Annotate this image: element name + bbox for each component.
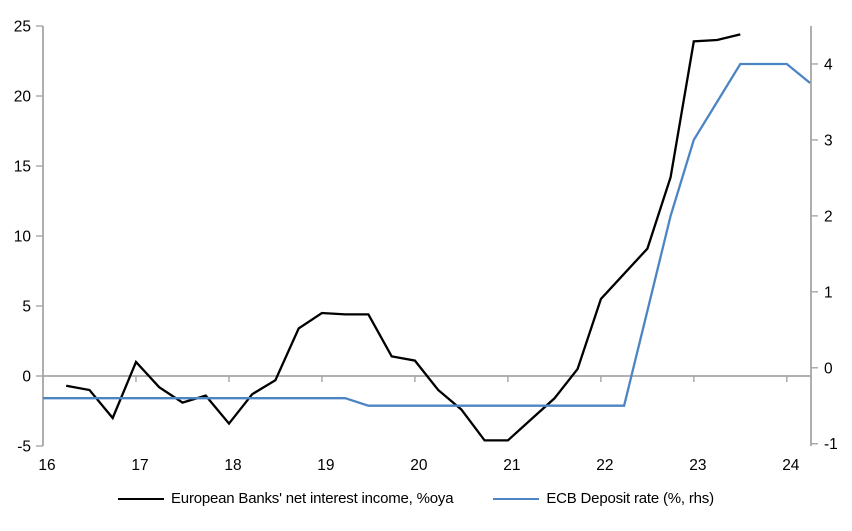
series-line-net-interest-income xyxy=(65,33,741,442)
left-tick-label: 15 xyxy=(14,159,31,176)
x-tick-label: 22 xyxy=(596,457,613,474)
x-tick-label: 23 xyxy=(689,457,706,474)
left-axis: 25 20 15 10 5 0 -5 xyxy=(14,19,44,456)
right-tick-label: 2 xyxy=(824,208,833,225)
left-tick-label: -5 xyxy=(17,439,31,456)
legend-item-net-interest-income: European Banks' net interest income, %oy… xyxy=(118,490,454,507)
legend-line-swatch-black xyxy=(118,497,164,500)
legend-label-net-interest-income: European Banks' net interest income, %oy… xyxy=(171,490,454,507)
right-axis: 4 3 2 1 0 -1 xyxy=(810,26,838,453)
legend-item-ecb-deposit-rate: ECB Deposit rate (%, rhs) xyxy=(493,490,714,507)
chart-legend: European Banks' net interest income, %oy… xyxy=(118,490,714,507)
x-tick-label: 20 xyxy=(410,457,428,474)
right-tick-label: 0 xyxy=(824,360,833,377)
series-line-ecb-deposit-rate xyxy=(43,62,811,407)
right-tick-label: 3 xyxy=(824,132,833,149)
legend-line-swatch-blue xyxy=(493,497,540,500)
legend-label-ecb-deposit-rate: ECB Deposit rate (%, rhs) xyxy=(546,490,714,507)
right-tick-label: -1 xyxy=(824,436,838,453)
left-tick-label: 5 xyxy=(22,299,31,316)
left-tick-label: 10 xyxy=(14,229,32,246)
x-tick-label: 18 xyxy=(224,457,241,474)
x-axis: 16 17 18 19 20 21 22 23 24 xyxy=(38,376,800,474)
x-tick-label: 24 xyxy=(782,457,800,474)
right-tick-label: 4 xyxy=(824,56,833,73)
x-tick-label: 21 xyxy=(503,457,520,474)
x-tick-label: 19 xyxy=(317,457,334,474)
left-tick-label: 0 xyxy=(22,369,31,386)
right-tick-label: 1 xyxy=(824,284,833,301)
x-tick-label: 17 xyxy=(131,457,148,474)
left-tick-label: 20 xyxy=(14,89,32,106)
x-tick-label: 16 xyxy=(38,457,55,474)
left-tick-label: 25 xyxy=(14,19,31,36)
